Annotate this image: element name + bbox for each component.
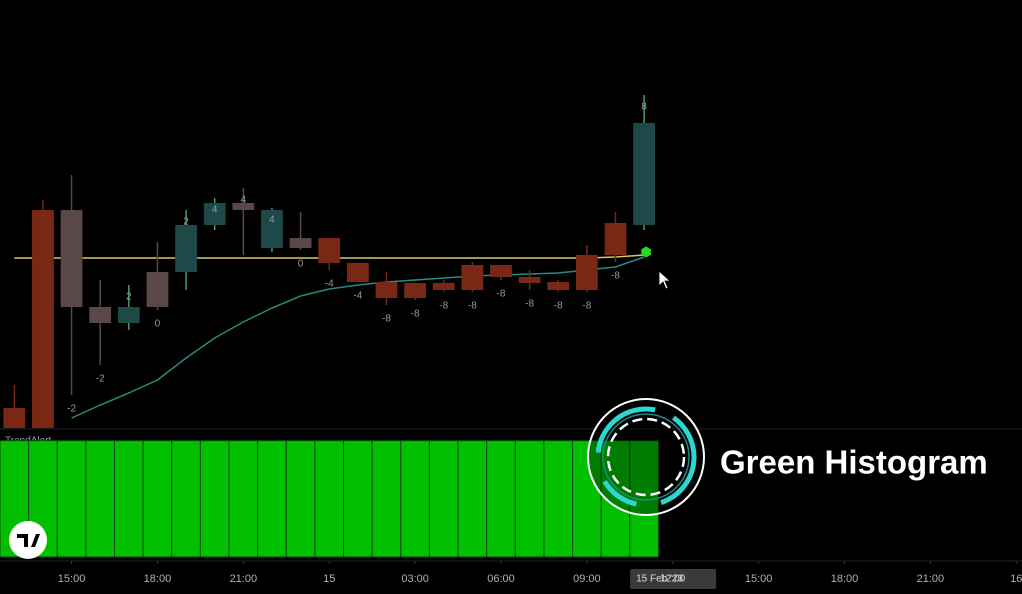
candle-label: -8: [525, 299, 534, 310]
overlay-graphic: [587, 398, 705, 516]
candle-label: 2: [126, 292, 132, 303]
date-label-box: [630, 569, 717, 589]
histogram-bar: [543, 440, 574, 558]
candle-body: [117, 307, 140, 323]
candle-label: 0: [298, 259, 304, 270]
ring-mid: [602, 413, 690, 501]
candle-body: [3, 408, 26, 428]
candle-body: [32, 210, 54, 428]
x-tick-label: 15:00: [745, 573, 773, 585]
candle-body: [346, 263, 369, 282]
candle-label: -8: [582, 301, 591, 312]
candle-body: [547, 282, 570, 290]
candle-label: -8: [497, 289, 506, 300]
candle-body: [461, 265, 484, 290]
candle-label: 0: [155, 319, 161, 330]
histogram-bar: [142, 440, 173, 558]
histogram-bar: [400, 440, 430, 558]
candle-label: -8: [611, 271, 620, 282]
histogram-bar: [257, 440, 287, 558]
candle-label: -8: [382, 314, 391, 325]
histogram-bar: [171, 440, 201, 558]
histogram-bar: [371, 440, 402, 558]
candle-body: [518, 277, 541, 283]
candle-body: [404, 283, 426, 298]
logo-mark: [17, 534, 40, 547]
signal-marker: [641, 246, 651, 258]
candle-body: [575, 255, 598, 290]
histogram-bar: [428, 440, 459, 558]
candle-label: 4: [212, 205, 218, 216]
x-tick-label: 03:00: [401, 573, 429, 585]
x-tick-label: 15: [323, 573, 335, 585]
overlay-title: Green Histogram: [720, 444, 988, 481]
x-tick-label: 21:00: [230, 573, 258, 585]
ring-teal: [595, 406, 697, 508]
candle-body: [261, 210, 283, 248]
candle-body: [604, 223, 627, 255]
ring-outer: [587, 398, 705, 516]
cursor: [658, 270, 672, 290]
candle-body: [432, 283, 455, 290]
histogram-bar: [457, 440, 488, 558]
candle-body: [146, 272, 169, 307]
date-label: 15 Feb '23: [636, 574, 683, 585]
candle-body: [633, 123, 655, 225]
candle-label: -8: [554, 301, 563, 312]
candle-body: [318, 238, 341, 263]
ma-line: [71, 256, 645, 419]
histogram-bar: [514, 440, 545, 558]
histogram-bar: [85, 440, 116, 558]
x-tick-label: 18:00: [831, 573, 859, 585]
x-tick-label: 16: [1010, 573, 1022, 585]
x-tick-label: 12:00: [660, 574, 685, 585]
histogram-bar: [572, 440, 602, 558]
histogram-bar: [285, 440, 316, 558]
candle-label: -2: [96, 374, 105, 385]
candle-label: 4: [241, 195, 247, 206]
candle-body: [203, 203, 226, 225]
ring-inner: [606, 417, 686, 497]
candle-label: -2: [67, 404, 76, 415]
candle-body: [232, 203, 255, 210]
candle-body: [60, 210, 83, 307]
histogram-bar: [199, 440, 230, 558]
histogram-bar: [114, 440, 144, 558]
candle-label: -8: [468, 301, 477, 312]
histogram-bar: [314, 440, 345, 558]
x-tick-label: 21:00: [917, 573, 945, 585]
candle-label: -4: [325, 279, 334, 290]
candle-body: [289, 238, 312, 248]
candle-label: -8: [439, 301, 448, 312]
histogram-bar: [56, 440, 87, 558]
candle-label: -8: [411, 309, 420, 320]
histogram-bar: [343, 440, 373, 558]
x-tick-label: 06:00: [487, 573, 515, 585]
candle-body: [375, 282, 398, 298]
candle-label: 2: [183, 217, 189, 228]
x-tick-label: 18:00: [144, 573, 172, 585]
x-tick-label: 15:00: [58, 573, 86, 585]
candle-body: [175, 225, 197, 272]
candle-body: [490, 265, 512, 277]
histogram-bar: [228, 440, 259, 558]
candle-label: -4: [353, 291, 362, 302]
candle-label: 4: [269, 215, 275, 226]
x-tick-label: 09:00: [573, 573, 601, 585]
candle-label: 8: [641, 102, 647, 113]
candle-body: [89, 307, 112, 323]
histogram-bar: [486, 440, 516, 558]
